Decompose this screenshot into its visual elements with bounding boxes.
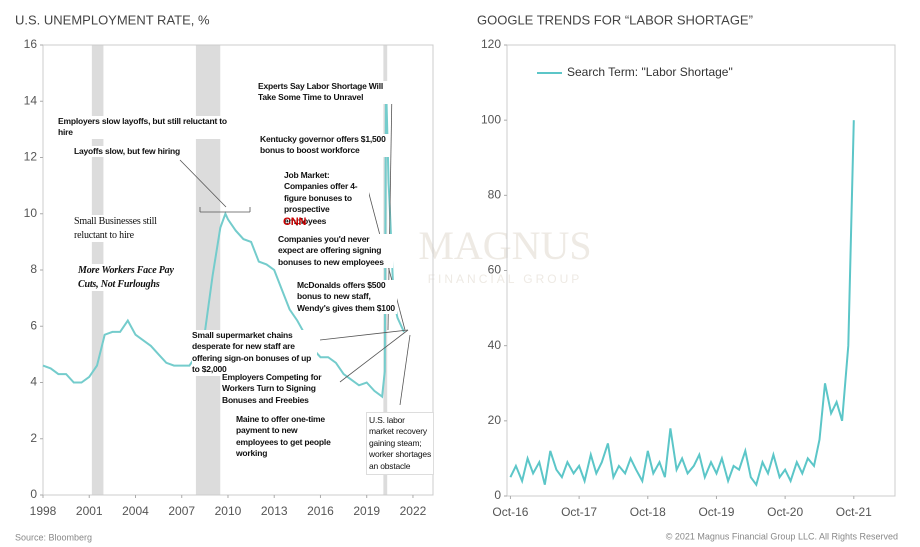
x-tick-label: Oct-19 xyxy=(698,505,734,519)
annotation: Kentucky governor offers $1,500 bonus to… xyxy=(260,134,390,157)
source: Source: Bloomberg xyxy=(15,532,92,542)
x-tick-label: 2019 xyxy=(353,504,380,518)
x-tick-label: Oct-17 xyxy=(561,505,597,519)
watermark: MAGNUS xyxy=(418,223,591,268)
y-tick-label: 20 xyxy=(488,413,502,427)
y-tick-label: 12 xyxy=(24,150,38,164)
y-tick-label: 10 xyxy=(24,206,38,220)
x-tick-label: 2022 xyxy=(400,504,427,518)
y-tick-label: 120 xyxy=(481,37,501,51)
connector xyxy=(179,159,227,208)
y-tick-label: 80 xyxy=(488,188,502,202)
annotation: Employers Competing for Workers Turn to … xyxy=(222,372,337,407)
data-line xyxy=(42,81,405,399)
y-tick-label: 60 xyxy=(488,263,502,277)
y-tick-label: 0 xyxy=(494,488,501,502)
y-tick-label: 2 xyxy=(30,431,37,445)
x-tick-label: 2010 xyxy=(215,504,242,518)
y-tick-label: 8 xyxy=(30,262,37,276)
annotation: Job Market: Companies offer 4-figure bon… xyxy=(284,170,369,228)
y-tick-label: 0 xyxy=(30,487,37,501)
annotation: More Workers Face Pay Cuts, Not Furlough… xyxy=(78,264,178,291)
annotation: McDonalds offers $500 bonus to new staff… xyxy=(297,280,397,315)
annotation: Maine to offer one-time payment to new e… xyxy=(236,414,336,460)
x-tick-label: 2016 xyxy=(307,504,334,518)
y-tick-label: 100 xyxy=(481,112,501,126)
annotation: Companies you'd never expect are offerin… xyxy=(278,234,393,269)
annotation: Small Businesses still reluctant to hire xyxy=(74,215,184,242)
annotation: Employers slow layoffs, but still reluct… xyxy=(58,116,228,139)
y-tick-label: 16 xyxy=(24,37,38,51)
annotation: Small supermarket chains desperate for n… xyxy=(192,330,317,376)
connector xyxy=(319,329,409,341)
annotation: CNN xyxy=(283,216,307,228)
y-tick-label: 6 xyxy=(30,318,37,332)
x-tick-label: Oct-16 xyxy=(492,505,528,519)
watermark: FINANCIAL GROUP xyxy=(428,272,583,286)
annotation: Layoffs slow, but few hiring xyxy=(74,146,194,158)
data-line xyxy=(509,120,855,487)
x-tick-label: 2007 xyxy=(168,504,195,518)
chart-title: GOOGLE TRENDS FOR “LABOR SHORTAGE” xyxy=(477,12,753,27)
legend-label: Search Term: "Labor Shortage" xyxy=(567,65,733,79)
x-tick-label: Oct-20 xyxy=(767,505,803,519)
annotation: U.S. labor market recovery gaining steam… xyxy=(366,412,434,476)
plot-frame xyxy=(506,44,896,497)
x-tick-label: Oct-18 xyxy=(630,505,666,519)
x-tick-label: Oct-21 xyxy=(836,505,872,519)
annotation: Experts Say Labor Shortage Will Take Som… xyxy=(258,81,393,104)
footer: © 2021 Magnus Financial Group LLC. All R… xyxy=(666,531,898,541)
y-tick-label: 4 xyxy=(30,375,37,389)
x-tick-label: 2004 xyxy=(122,504,149,518)
x-tick-label: 2013 xyxy=(261,504,288,518)
y-tick-label: 40 xyxy=(488,338,502,352)
chart-title: U.S. UNEMPLOYMENT RATE, % xyxy=(15,12,210,27)
x-tick-label: 2001 xyxy=(76,504,103,518)
y-tick-label: 14 xyxy=(24,93,38,107)
recession-band xyxy=(195,45,221,495)
connector xyxy=(339,329,409,383)
x-tick-label: 1998 xyxy=(30,504,57,518)
connector xyxy=(399,334,411,406)
